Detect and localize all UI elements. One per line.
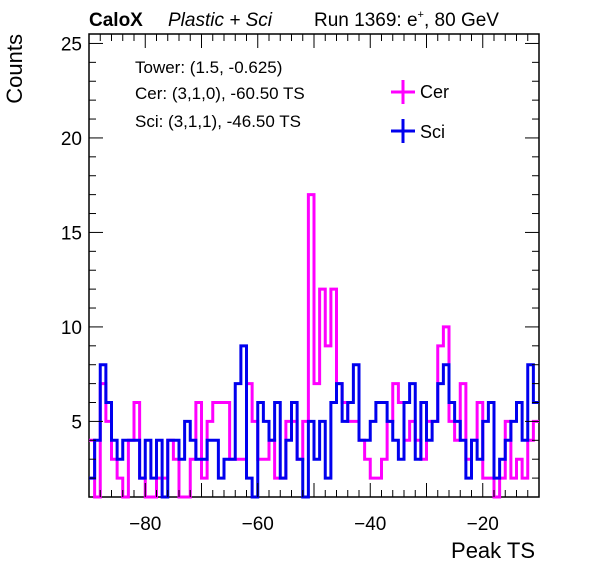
- legend-sci-label: Sci: [420, 122, 445, 142]
- histogram-sci: [89, 344, 539, 499]
- x-tick-label: −60: [242, 514, 274, 535]
- y-tick-label: 20: [61, 129, 82, 150]
- cer-info: Cer: (3,1,0), -60.50 TS: [135, 84, 305, 103]
- legend-sci-marker: [391, 119, 415, 143]
- legend-cer-label: Cer: [420, 82, 449, 102]
- y-tick-label: 5: [71, 412, 82, 433]
- sci-info: Sci: (3,1,1), -46.50 TS: [135, 112, 301, 131]
- x-tick-label: −80: [129, 514, 161, 535]
- y-axis-label: Counts: [2, 34, 27, 104]
- run-text: Run 1369: e: [314, 10, 418, 31]
- x-tick-label: −40: [354, 514, 386, 535]
- run-label: Run 1369: e+, 80 GeV: [314, 9, 499, 31]
- run-energy: , 80 GeV: [424, 10, 499, 31]
- series-layer: [89, 193, 539, 499]
- tower-info: Tower: (1.5, -0.625): [135, 58, 282, 77]
- x-tick-label: −20: [467, 514, 499, 535]
- y-tick-label: 10: [61, 318, 82, 339]
- run-superscript: +: [418, 9, 424, 21]
- subtitle-label: Plastic + Sci: [168, 10, 273, 31]
- legend-cer-marker: [391, 80, 415, 104]
- legend: Cer Sci: [391, 80, 449, 143]
- y-tick-label: 15: [61, 223, 82, 244]
- tick-layer: −80 −60 −40 −20 5 10 15 20 25: [61, 34, 540, 535]
- y-tick-label: 25: [61, 34, 82, 55]
- brand-label: CaloX: [89, 10, 143, 31]
- x-axis-label: Peak TS: [451, 538, 535, 563]
